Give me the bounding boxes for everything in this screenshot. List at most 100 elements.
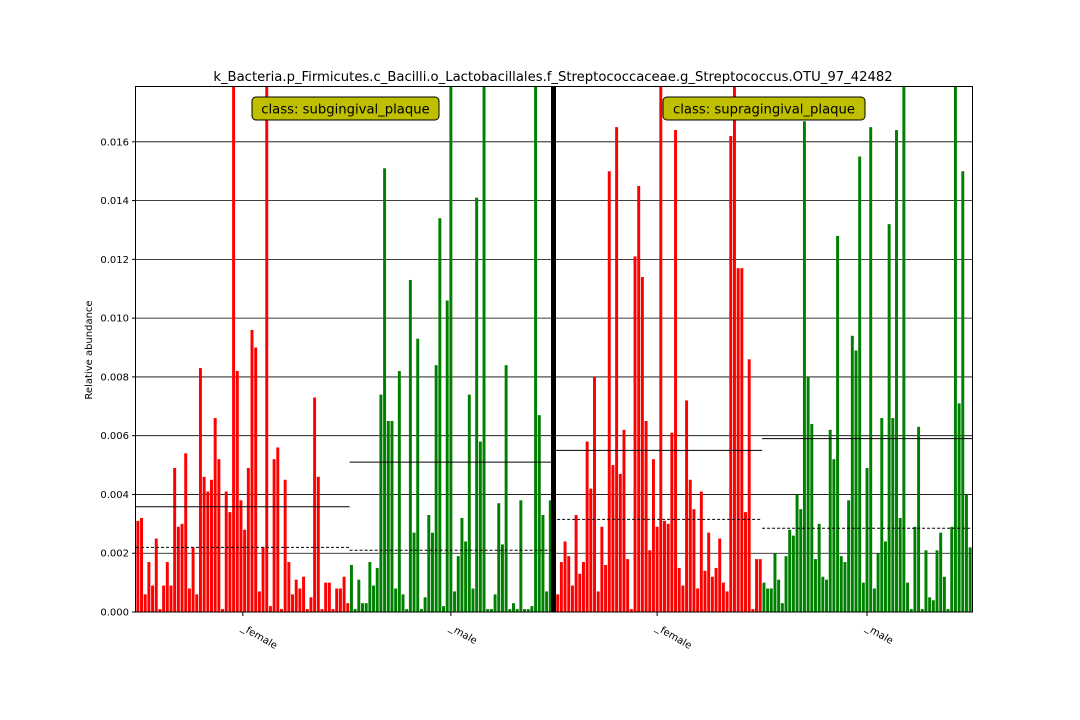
bar — [228, 512, 232, 612]
y-tick-label: 0.006 — [100, 431, 129, 442]
bar — [390, 420, 394, 612]
bar — [478, 441, 482, 612]
bar — [335, 588, 339, 612]
bar — [585, 441, 589, 612]
bar — [453, 591, 457, 612]
bar — [651, 459, 655, 612]
x-tick-label: _female — [653, 622, 694, 652]
class-label-box — [662, 96, 866, 121]
bar — [445, 300, 449, 612]
bar — [257, 591, 261, 612]
bar — [519, 500, 523, 612]
bar — [714, 567, 718, 612]
y-tick-label: 0.000 — [100, 608, 129, 619]
class-label-supragingival: class: supragingival_plaque — [662, 96, 866, 121]
bar — [876, 553, 880, 612]
bar — [246, 468, 250, 612]
bar — [913, 526, 917, 612]
bar — [821, 576, 825, 612]
bar — [600, 526, 604, 612]
bar — [486, 609, 490, 612]
bar — [854, 350, 858, 612]
bar — [648, 550, 652, 612]
bar — [316, 476, 320, 612]
y-axis-label: Relative abundance — [84, 300, 95, 399]
bar — [140, 517, 143, 612]
bar — [449, 86, 453, 612]
bar — [305, 609, 309, 612]
bar — [839, 556, 843, 612]
bar — [349, 564, 353, 612]
bar — [604, 564, 608, 612]
bar — [210, 479, 213, 612]
bar — [512, 603, 515, 612]
bar — [688, 479, 692, 612]
bar — [397, 371, 401, 612]
bar — [596, 591, 600, 612]
bar — [887, 224, 891, 612]
bar — [232, 86, 236, 612]
bar — [755, 559, 759, 612]
bar — [504, 365, 508, 612]
bar — [302, 576, 306, 612]
bar — [383, 168, 387, 612]
bar — [405, 609, 409, 612]
bar — [644, 420, 648, 612]
bar — [467, 394, 471, 612]
bar — [578, 573, 582, 612]
bar — [817, 523, 821, 612]
bar — [217, 459, 221, 612]
bar — [968, 547, 972, 612]
y-tick-label: 0.002 — [100, 549, 129, 560]
bar — [725, 591, 729, 612]
bar — [276, 447, 280, 612]
bar — [729, 135, 733, 612]
bar — [475, 197, 479, 613]
bar — [324, 582, 328, 612]
bar — [924, 550, 928, 612]
bar — [707, 532, 711, 612]
bar — [394, 588, 398, 612]
bar — [313, 397, 317, 612]
bar — [416, 338, 420, 612]
x-axis-ticks: _female _male _female _male — [238, 612, 895, 652]
bar — [622, 429, 626, 612]
bar — [795, 494, 799, 612]
bar — [187, 588, 191, 612]
bar — [530, 606, 534, 612]
bar — [736, 268, 740, 612]
bar — [434, 365, 438, 612]
class-label-text: class: supragingival_plaque — [673, 103, 855, 118]
bar — [732, 86, 736, 612]
bar — [342, 576, 346, 612]
bar — [663, 520, 666, 612]
bar — [740, 268, 744, 612]
bar — [961, 171, 965, 612]
bar — [699, 491, 703, 612]
bar — [364, 603, 368, 612]
bar — [173, 468, 177, 612]
y-tick-label: 0.012 — [100, 255, 129, 266]
bar — [372, 585, 376, 612]
bar — [221, 609, 225, 612]
bar — [626, 559, 630, 612]
bar — [942, 576, 946, 612]
bar — [268, 606, 272, 612]
bar — [629, 609, 633, 612]
bar — [489, 609, 493, 612]
bar — [880, 418, 884, 612]
bar — [802, 121, 806, 612]
bar — [920, 609, 924, 612]
bar — [401, 594, 405, 612]
bar — [618, 473, 622, 612]
bar — [526, 609, 530, 612]
bar — [791, 535, 795, 612]
bar — [902, 86, 906, 612]
bar — [493, 594, 497, 612]
bar — [747, 359, 751, 612]
bar — [640, 277, 644, 612]
bar — [773, 553, 777, 612]
bar — [327, 582, 331, 612]
bar — [423, 597, 427, 612]
bar — [261, 547, 265, 612]
